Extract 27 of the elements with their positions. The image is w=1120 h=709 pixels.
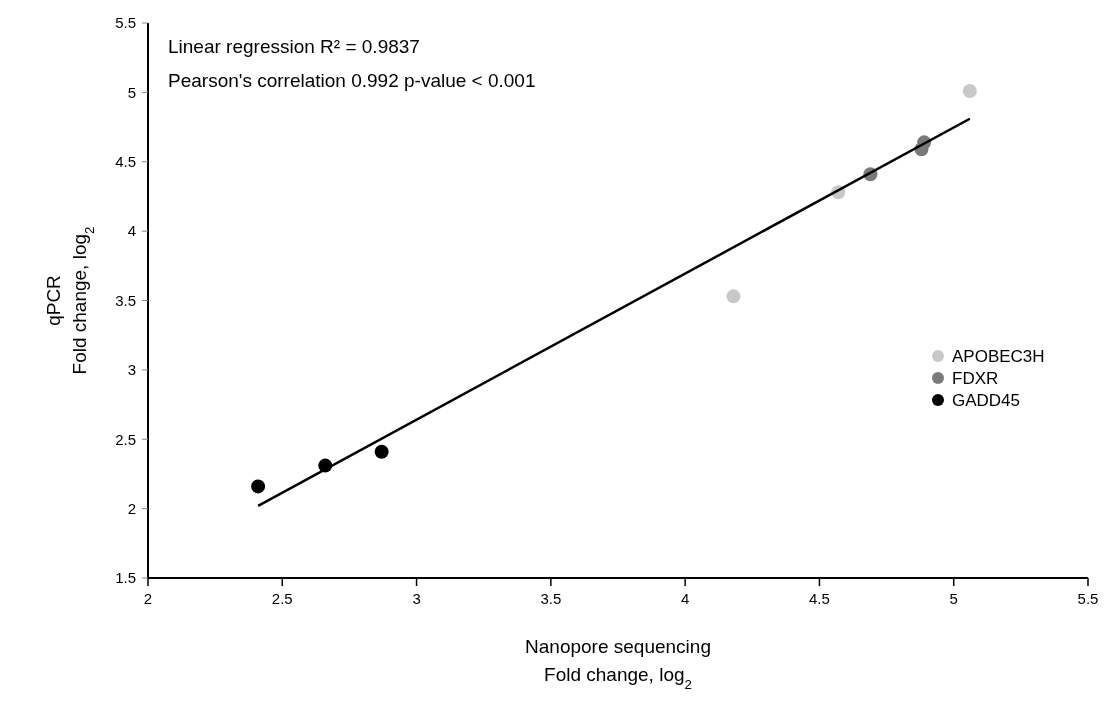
x-tick-label: 5.5 xyxy=(1077,590,1099,607)
annotation: Linear regression R² = 0.9837 xyxy=(168,36,420,57)
x-tick-label: 2 xyxy=(143,590,153,607)
x-tick-label: 5 xyxy=(949,590,958,607)
y-tick-label: 3.5 xyxy=(115,291,136,309)
x-tick-label: 3.5 xyxy=(540,590,562,607)
point xyxy=(251,479,266,494)
x-tick-label: 2.5 xyxy=(271,590,293,607)
y-tick-label: 4 xyxy=(127,222,136,240)
y-tick-label: 4.5 xyxy=(115,153,136,170)
y-tick-label: 3 xyxy=(127,361,136,379)
point xyxy=(962,83,977,98)
y-tick-label: 1.5 xyxy=(115,569,136,587)
annotation: Pearson's correlation 0.992 p-value < 0.001 xyxy=(168,70,536,91)
y-tick-label: 5 xyxy=(127,83,136,101)
legend-label: APOBEC3H xyxy=(952,346,1045,366)
legend-label: FDXR xyxy=(952,368,999,388)
y-tick-label: 2 xyxy=(127,499,136,517)
x-tick-label: 4.5 xyxy=(809,590,830,607)
x-tick-label: 3 xyxy=(412,590,421,607)
point xyxy=(726,289,741,304)
x-tick-label: 4 xyxy=(680,590,690,607)
y-tick-label: 5.5 xyxy=(115,14,136,32)
point xyxy=(374,444,389,459)
x-axis-title: Nanopore sequencing Fold change, log$_{2}$ xyxy=(525,636,711,692)
legend-label: GADD45 xyxy=(952,390,1021,410)
y-tick-label: 2.5 xyxy=(115,430,136,448)
